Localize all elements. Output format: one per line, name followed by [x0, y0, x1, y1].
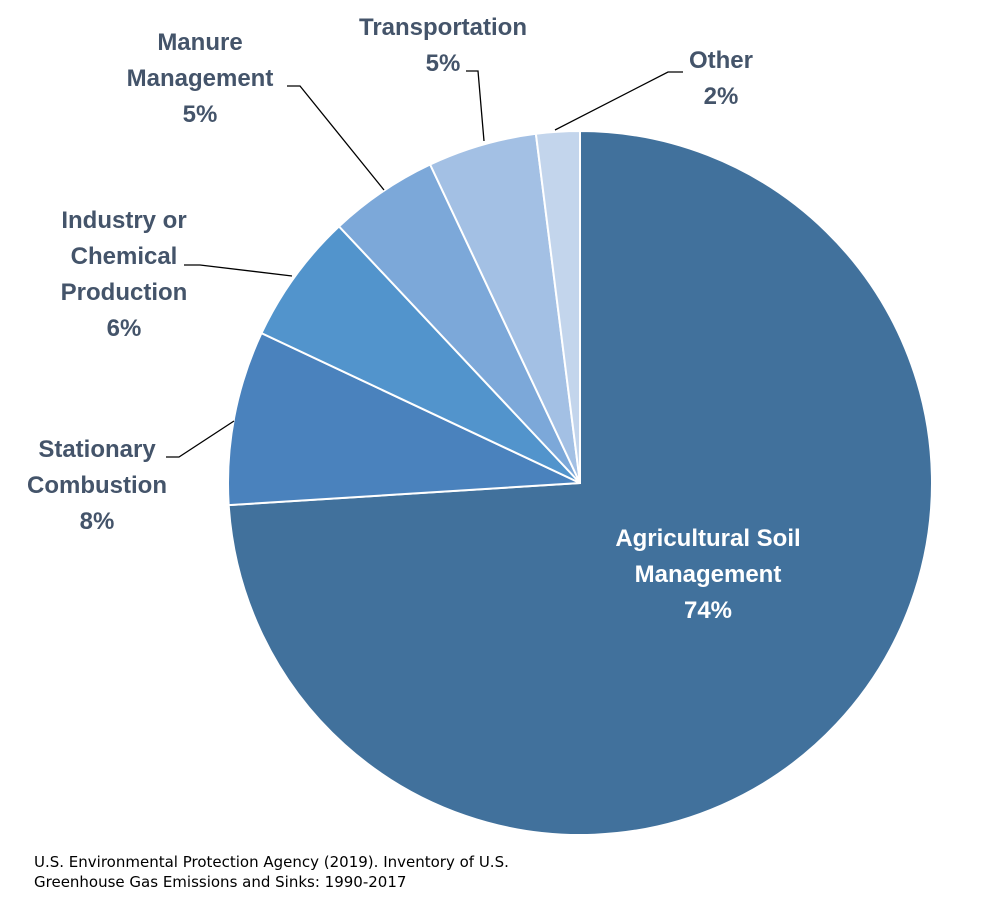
- pie-slices: [227, 129, 933, 836]
- slice-label-transportation: Transportation: [359, 14, 527, 41]
- slice-label-manure-management: Manure: [157, 29, 242, 56]
- value-label-manure-management: 5%: [183, 101, 218, 128]
- slice-label-agricultural-soil-management: Management: [635, 561, 782, 588]
- slice-label-industry-or-chemical-production: Industry or: [61, 207, 186, 234]
- slice-label-manure-management: Management: [127, 65, 274, 92]
- leader-line-industry-or-chemical-production: [184, 264, 293, 277]
- source-citation: U.S. Environmental Protection Agency (20…: [34, 852, 509, 892]
- slice-label-industry-or-chemical-production: Chemical: [71, 243, 178, 270]
- slice-label-stationary-combustion: Stationary: [38, 436, 156, 463]
- value-label-stationary-combustion: 8%: [80, 508, 115, 535]
- source-line-2: Greenhouse Gas Emissions and Sinks: 1990…: [34, 873, 407, 891]
- leader-line-other: [554, 71, 683, 131]
- slice-label-agricultural-soil-management: Agricultural Soil: [615, 525, 800, 552]
- value-label-other: 2%: [704, 83, 739, 110]
- source-line-1: U.S. Environmental Protection Agency (20…: [34, 853, 509, 871]
- pie-slice-stationary-combustion: [227, 331, 581, 507]
- slice-labels: Agricultural Soil Management 74% Stationary…: [27, 14, 801, 624]
- value-label-transportation: 5%: [426, 50, 461, 77]
- value-label-agricultural-soil-management: 74%: [684, 597, 732, 624]
- leader-line-transportation: [466, 70, 485, 142]
- slice-label-other: Other: [689, 47, 753, 74]
- pie-slice-industry-or-chemical-production: [260, 224, 581, 484]
- value-label-industry-or-chemical-production: 6%: [107, 315, 142, 342]
- leader-line-stationary-combustion: [166, 420, 235, 458]
- leader-lines: [166, 70, 683, 458]
- slice-label-stationary-combustion: Combustion: [27, 472, 167, 499]
- pie-slice-other: [534, 129, 581, 484]
- slice-label-industry-or-chemical-production: Production: [61, 279, 188, 306]
- leader-line-manure-management: [287, 85, 385, 191]
